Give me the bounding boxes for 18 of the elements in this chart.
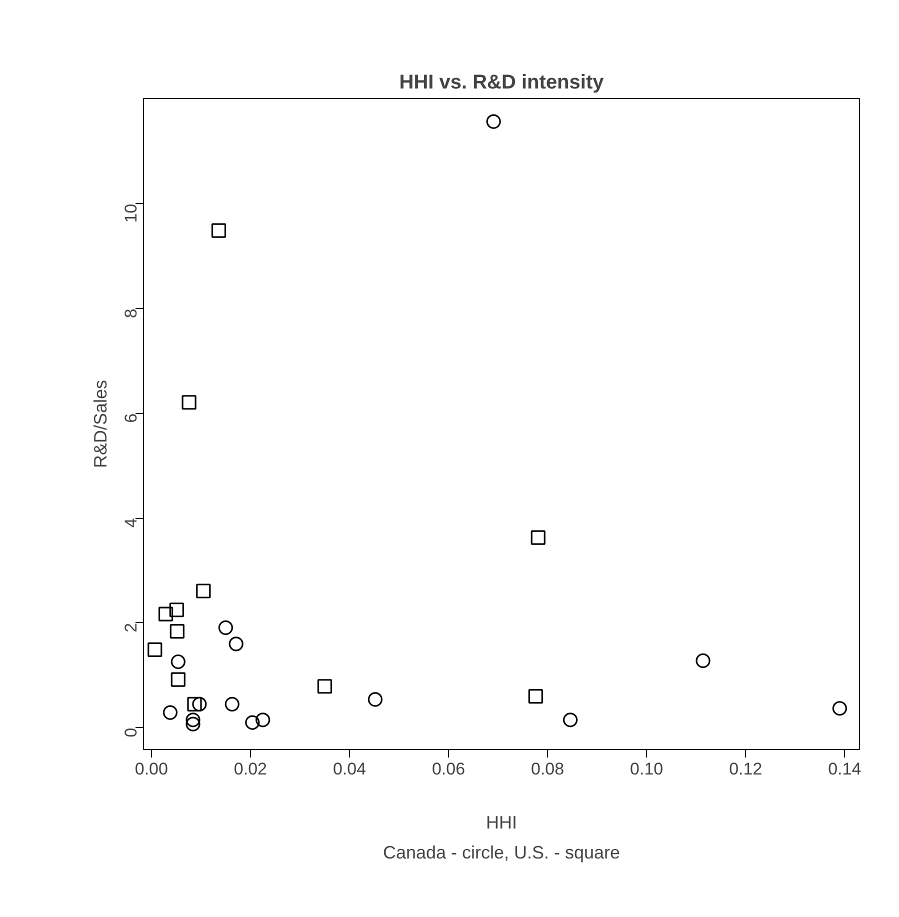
y-tick-label: 6 xyxy=(122,413,140,423)
y-tick-label: 10 xyxy=(122,204,140,223)
y-tick-label: 2 xyxy=(122,622,140,632)
x-tick-label: 0.12 xyxy=(729,760,762,778)
x-tick-label: 0.08 xyxy=(531,760,564,778)
y-tick-label: 0 xyxy=(122,728,140,738)
x-tick-label: 0.02 xyxy=(234,760,268,778)
x-tick-label: 0.10 xyxy=(630,760,664,778)
text: Canada - circle, U.S. - square xyxy=(382,842,620,862)
x-axis-title: HHI xyxy=(486,812,517,832)
y-axis-title: R&D/Sales xyxy=(90,380,110,468)
y-tick-label: 4 xyxy=(122,518,140,528)
chart-title: HHI vs. R&D intensity xyxy=(399,72,605,94)
x-tick-label: 0.00 xyxy=(134,760,168,778)
x-tick-label: 0.14 xyxy=(828,760,862,778)
x-tick-label: 0.04 xyxy=(332,760,366,778)
x-tick-label: 0.06 xyxy=(432,760,466,778)
y-tick-label: 8 xyxy=(122,308,140,318)
